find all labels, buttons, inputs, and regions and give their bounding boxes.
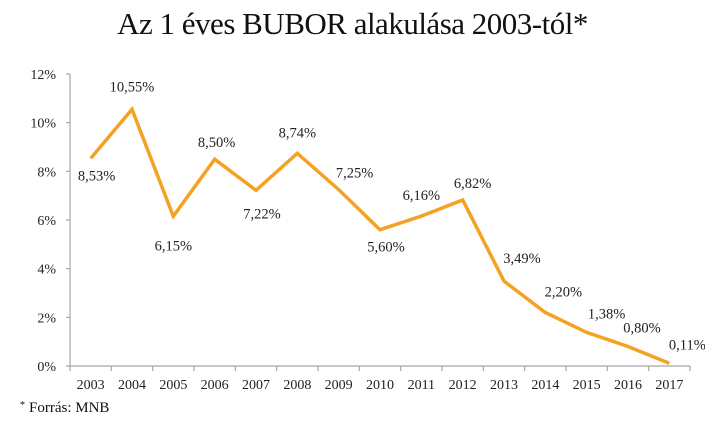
x-tick-label: 2004 [118,378,146,393]
data-label: 0,80% [623,321,660,337]
y-tick-label: 10% [30,117,56,132]
x-tick-label: 2012 [449,378,477,393]
data-label: 10,55% [110,79,155,95]
data-label: 6,16% [403,188,440,204]
x-axis-ticks: 2003 2004 2005 2006 2007 2008 2009 2010 2011 2012… [69,366,691,393]
x-tick-label: 2005 [159,378,187,393]
footnote-marker: * [20,400,25,411]
x-tick-label: 2009 [325,378,353,393]
data-labels: 8,53% 10,55% 6,15% 8,50% 7,22% 8,74% 7,25% 5,60… [78,79,705,353]
x-tick-label: 2010 [366,378,394,393]
x-tick-label: 2007 [242,378,270,393]
x-tick-label: 2014 [531,378,559,393]
series-line-bubor [89,105,670,365]
data-label: 0,11% [669,337,705,353]
y-tick-label: 6% [37,214,56,229]
chart-title: Az 1 éves BUBOR alakulása 2003-tól* [117,6,588,41]
x-tick-label: 2011 [408,378,435,393]
data-label: 7,22% [243,206,280,222]
data-label: 8,50% [198,135,235,151]
y-tick-label: 12% [30,68,56,83]
x-tick-label: 2016 [614,378,642,393]
y-tick-label: 2% [37,311,56,326]
data-label: 5,60% [367,240,404,256]
y-tick-label: 4% [37,263,56,278]
y-axis-ticks: 0% 2% 4% 6% 8% 10% 12% [30,68,70,375]
x-tick-label: 2013 [490,378,518,393]
data-label: 2,20% [545,284,582,300]
x-tick-label: 2006 [201,378,229,393]
data-label: 7,25% [336,166,373,182]
footnote-text: Forrás: MNB [29,400,110,416]
data-label: 1,38% [588,306,625,322]
x-tick-label: 2008 [283,378,311,393]
x-tick-label: 2015 [573,378,601,393]
data-label: 6,15% [155,238,192,254]
x-tick-label: 2003 [77,378,105,393]
data-label: 3,49% [503,251,540,267]
source-footnote: * Forrás: MNB [20,400,109,417]
y-tick-label: 8% [37,165,56,180]
x-tick-label: 2017 [655,378,683,393]
y-tick-label: 0% [37,360,56,375]
data-label: 8,53% [78,168,115,184]
data-label: 6,82% [454,176,491,192]
data-label: 8,74% [279,125,316,141]
